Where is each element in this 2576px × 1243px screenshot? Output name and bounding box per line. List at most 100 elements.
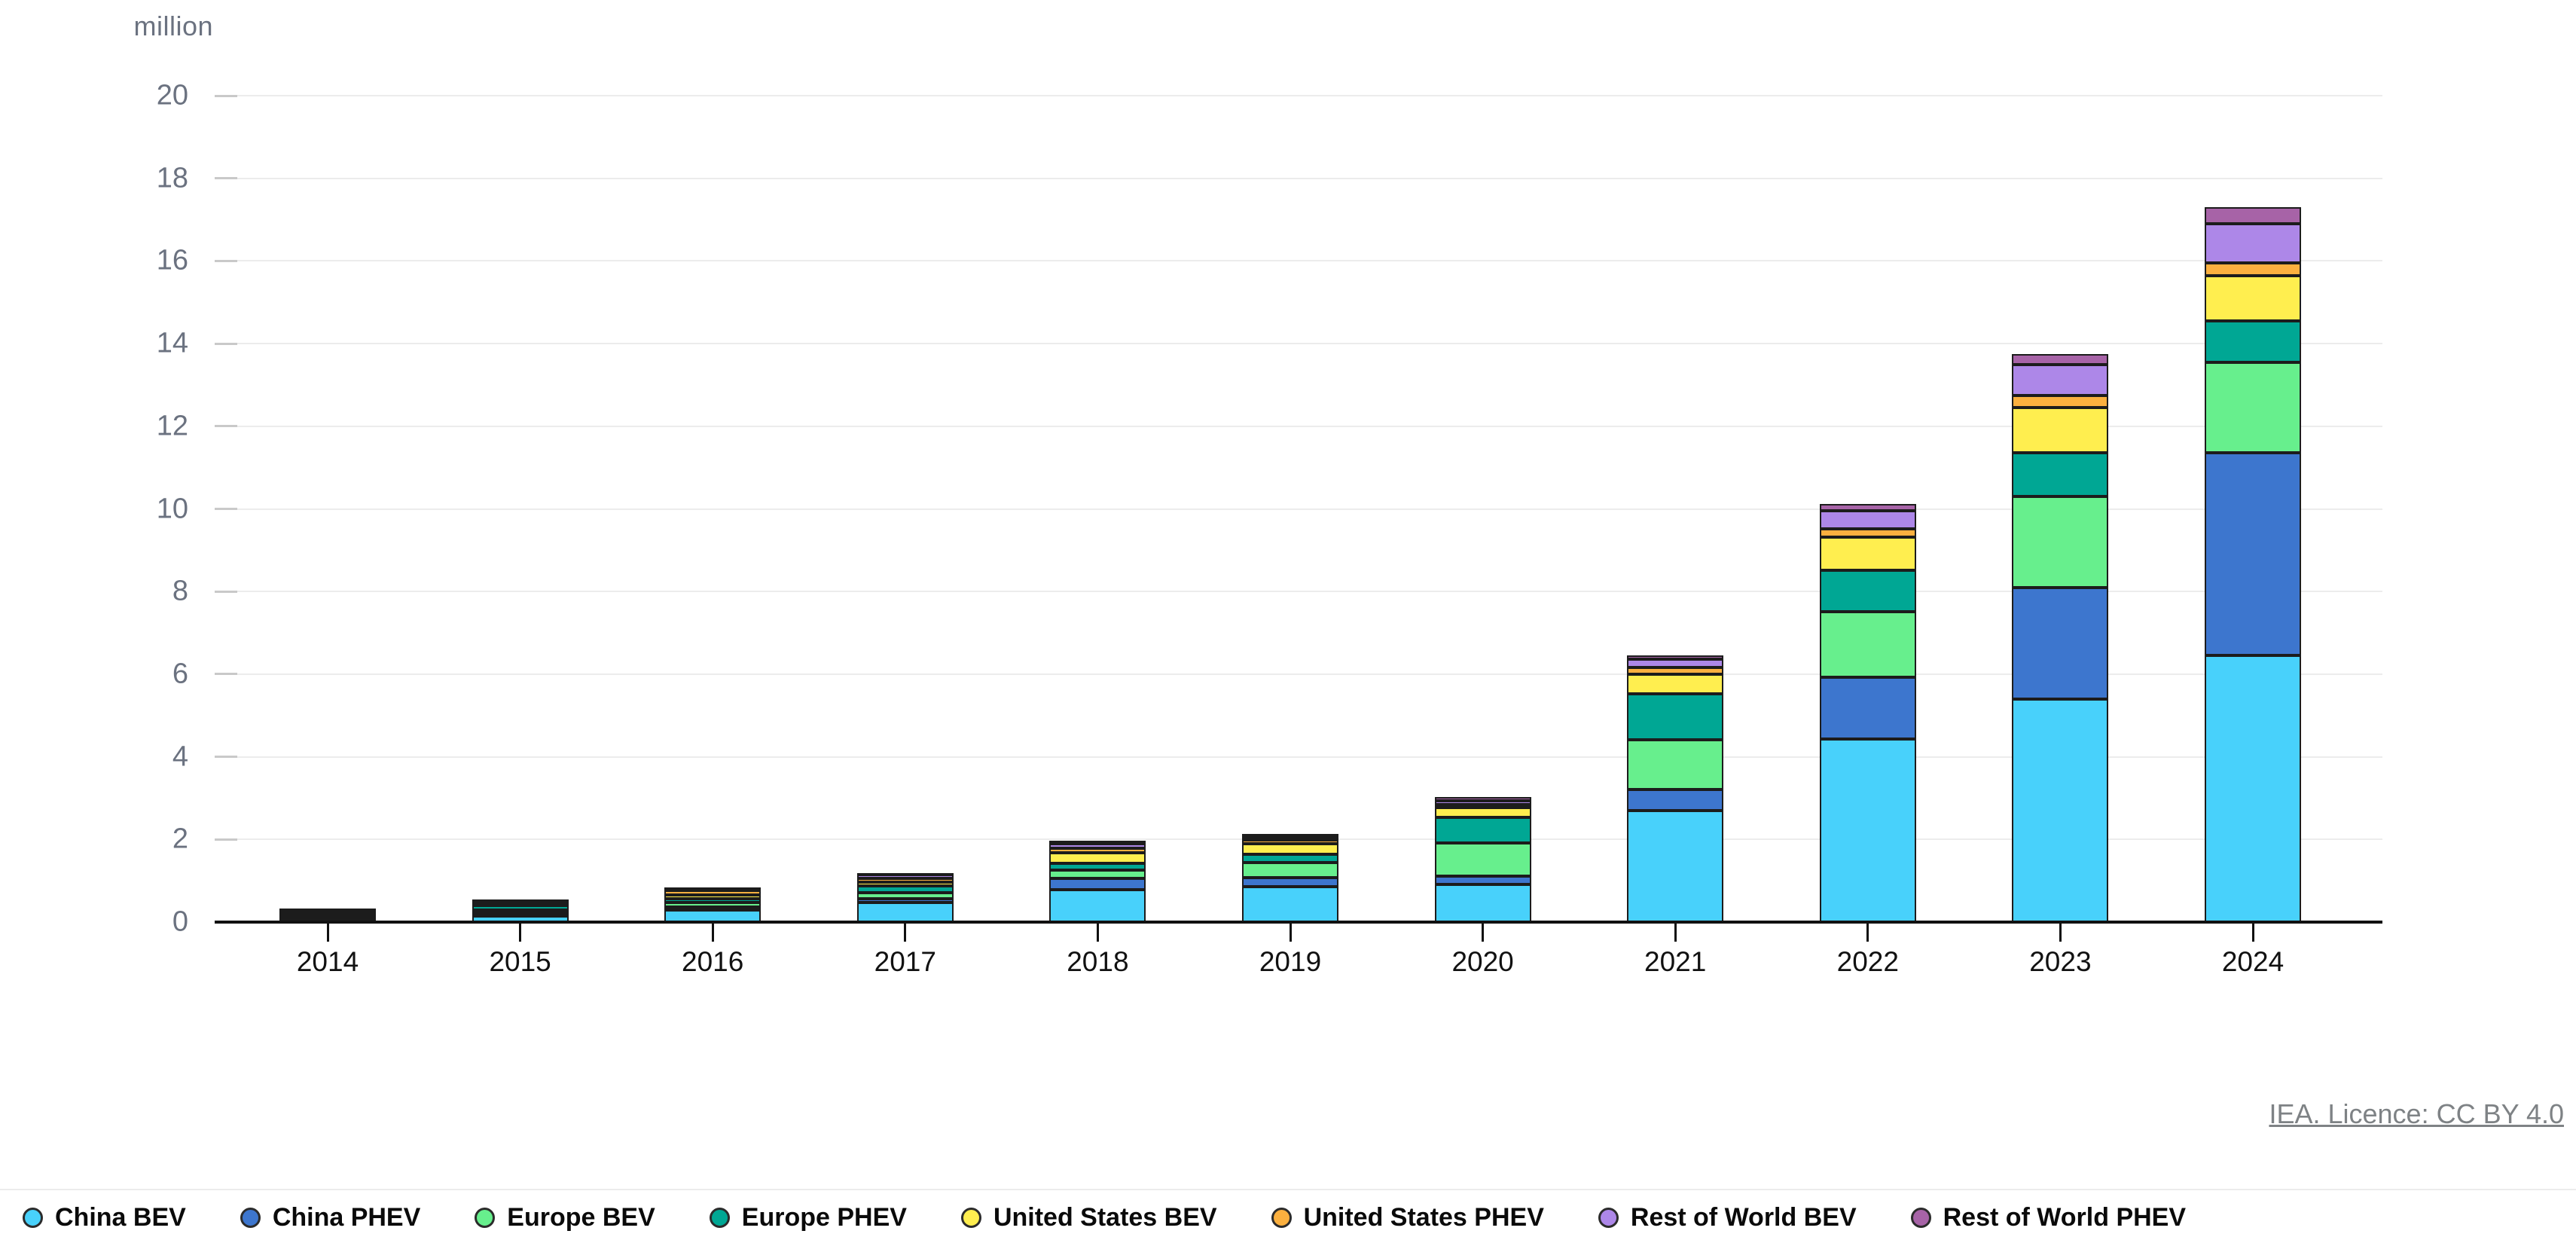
bar-segment-rest-of-world-phev-2019[interactable] xyxy=(1242,833,1338,837)
legend-item-china-bev[interactable]: China BEV xyxy=(23,1203,186,1232)
gridline xyxy=(215,756,2382,758)
bar-segment-europe-phev-2015[interactable] xyxy=(472,906,569,910)
bar-segment-rest-of-world-phev-2017[interactable] xyxy=(856,872,954,876)
x-axis-year-label: 2015 xyxy=(489,946,551,977)
bar-segment-rest-of-world-phev-2015[interactable] xyxy=(472,899,569,902)
x-axis-tick xyxy=(2059,922,2062,942)
bar-segment-china-phev-2019[interactable] xyxy=(1242,877,1338,887)
bar-segment-europe-bev-2023[interactable] xyxy=(2012,496,2109,588)
bar-segment-china-bev-2021[interactable] xyxy=(1627,810,1724,922)
y-axis-tick-label: 16 xyxy=(156,244,188,276)
bar-segment-europe-phev-2019[interactable] xyxy=(1242,854,1338,863)
bar-segment-rest-of-world-phev-2014[interactable] xyxy=(279,908,376,912)
bar-segment-rest-of-world-phev-2023[interactable] xyxy=(2012,353,2109,365)
legend-item-europe-bev[interactable]: Europe BEV xyxy=(475,1203,655,1232)
bar-segment-china-phev-2017[interactable] xyxy=(856,898,954,903)
licence-link[interactable]: IEA. Licence: CC BY 4.0 xyxy=(2269,1098,2564,1129)
bar-segment-europe-bev-2022[interactable] xyxy=(1819,612,1916,677)
bar-segment-united-states-bev-2016[interactable] xyxy=(664,894,762,899)
bar-segment-united-states-bev-2014[interactable] xyxy=(279,912,376,917)
bar-segment-china-bev-2022[interactable] xyxy=(1819,739,1916,922)
x-axis-year-label: 2018 xyxy=(1067,946,1129,977)
bar-segment-united-states-bev-2017[interactable] xyxy=(856,881,954,887)
bar-segment-rest-of-world-bev-2022[interactable] xyxy=(1819,510,1916,530)
bar-segment-china-phev-2018[interactable] xyxy=(1049,878,1146,890)
bar-segment-rest-of-world-bev-2021[interactable] xyxy=(1627,659,1724,668)
bar-segment-united-states-bev-2020[interactable] xyxy=(1434,808,1531,817)
bar-segment-united-states-phev-2019[interactable] xyxy=(1242,840,1338,844)
bar-segment-europe-bev-2019[interactable] xyxy=(1242,863,1338,878)
bar-segment-united-states-phev-2022[interactable] xyxy=(1819,529,1916,538)
bar-segment-rest-of-world-bev-2020[interactable] xyxy=(1434,800,1531,805)
bar-segment-china-phev-2022[interactable] xyxy=(1819,676,1916,739)
bar-segment-europe-phev-2021[interactable] xyxy=(1627,694,1724,740)
bar-segment-europe-bev-2024[interactable] xyxy=(2205,362,2301,454)
bar-segment-united-states-phev-2021[interactable] xyxy=(1627,667,1724,675)
bar-segment-china-phev-2020[interactable] xyxy=(1434,875,1531,884)
bar-segment-china-phev-2015[interactable] xyxy=(472,913,569,917)
bar-segment-united-states-phev-2023[interactable] xyxy=(2012,395,2109,408)
x-axis-year-label: 2021 xyxy=(1644,946,1707,977)
bar-segment-china-phev-2016[interactable] xyxy=(664,906,762,911)
gridline xyxy=(215,260,2382,262)
bar-segment-united-states-bev-2019[interactable] xyxy=(1242,844,1338,855)
bar-segment-united-states-phev-2024[interactable] xyxy=(2205,263,2301,276)
bar-segment-rest-of-world-bev-2023[interactable] xyxy=(2012,364,2109,396)
bar-segment-europe-bev-2016[interactable] xyxy=(664,902,762,907)
bar-segment-europe-bev-2021[interactable] xyxy=(1627,739,1724,790)
bar-segment-china-phev-2023[interactable] xyxy=(2012,587,2109,699)
bar-segment-china-bev-2019[interactable] xyxy=(1242,887,1338,922)
bar-segment-rest-of-world-phev-2020[interactable] xyxy=(1434,797,1531,801)
bar-segment-china-bev-2023[interactable] xyxy=(2012,698,2109,922)
bar-segment-europe-phev-2024[interactable] xyxy=(2205,320,2301,362)
y-axis-tick-label: 12 xyxy=(156,410,188,442)
bar-segment-china-bev-2018[interactable] xyxy=(1049,890,1146,922)
bar-segment-rest-of-world-bev-2019[interactable] xyxy=(1242,837,1338,841)
legend-item-rest-of-world-phev[interactable]: Rest of World PHEV xyxy=(1910,1203,2186,1232)
legend-item-rest-of-world-bev[interactable]: Rest of World BEV xyxy=(1598,1203,1857,1232)
legend-item-united-states-bev[interactable]: United States BEV xyxy=(960,1202,1217,1232)
bar-segment-europe-bev-2015[interactable] xyxy=(472,909,569,914)
legend-item-label: China PHEV xyxy=(272,1202,421,1232)
bar-segment-china-bev-2017[interactable] xyxy=(856,902,954,922)
bar-segment-united-states-phev-2020[interactable] xyxy=(1434,805,1531,808)
legend-item-china-phev[interactable]: China PHEV xyxy=(240,1203,420,1232)
bar-segment-china-phev-2024[interactable] xyxy=(2205,453,2301,656)
bar-segment-united-states-phev-2018[interactable] xyxy=(1049,848,1146,854)
bar-segment-rest-of-world-phev-2018[interactable] xyxy=(1049,840,1146,844)
bar-segment-china-bev-2020[interactable] xyxy=(1434,884,1531,922)
bar-segment-united-states-bev-2021[interactable] xyxy=(1627,674,1724,695)
x-axis-year-label: 2020 xyxy=(1451,946,1514,977)
x-axis-year-label: 2017 xyxy=(874,946,936,977)
bar-segment-europe-phev-2022[interactable] xyxy=(1819,570,1916,612)
bar-segment-europe-phev-2017[interactable] xyxy=(856,886,954,893)
bar-segment-united-states-bev-2023[interactable] xyxy=(2012,408,2109,454)
bar-segment-united-states-bev-2024[interactable] xyxy=(2205,275,2301,321)
bar-segment-europe-bev-2018[interactable] xyxy=(1049,870,1146,879)
y-axis-tick-label: 20 xyxy=(156,79,188,111)
bar-segment-rest-of-world-phev-2022[interactable] xyxy=(1819,504,1916,511)
bar-segment-rest-of-world-bev-2024[interactable] xyxy=(2205,224,2301,264)
legend-item-label: United States BEV xyxy=(993,1202,1217,1232)
bar-segment-europe-phev-2014[interactable] xyxy=(279,916,376,920)
bar-segment-united-states-phev-2017[interactable] xyxy=(856,878,954,882)
legend-item-united-states-phev[interactable]: United States PHEV xyxy=(1271,1203,1544,1232)
bar-segment-europe-phev-2018[interactable] xyxy=(1049,863,1146,871)
legend-item-europe-phev[interactable]: Europe PHEV xyxy=(709,1203,907,1232)
bar-segment-rest-of-world-phev-2016[interactable] xyxy=(664,887,762,891)
y-axis-tick-label: 2 xyxy=(172,823,188,855)
bar-segment-europe-bev-2017[interactable] xyxy=(856,893,954,899)
y-axis-tick-label: 4 xyxy=(172,741,188,773)
x-axis-tick xyxy=(711,922,714,942)
bar-segment-rest-of-world-phev-2024[interactable] xyxy=(2205,207,2301,224)
bar-segment-rest-of-world-bev-2018[interactable] xyxy=(1049,844,1146,848)
bar-segment-rest-of-world-phev-2021[interactable] xyxy=(1627,655,1724,660)
bar-segment-europe-bev-2020[interactable] xyxy=(1434,842,1531,876)
bar-segment-europe-phev-2023[interactable] xyxy=(2012,453,2109,497)
bar-segment-united-states-bev-2022[interactable] xyxy=(1819,537,1916,571)
bar-segment-europe-phev-2020[interactable] xyxy=(1434,817,1531,843)
bar-segment-china-bev-2024[interactable] xyxy=(2205,655,2301,922)
bar-segment-united-states-bev-2018[interactable] xyxy=(1049,853,1146,863)
bar-segment-china-phev-2021[interactable] xyxy=(1627,789,1724,811)
bar-segment-europe-phev-2016[interactable] xyxy=(664,898,762,903)
